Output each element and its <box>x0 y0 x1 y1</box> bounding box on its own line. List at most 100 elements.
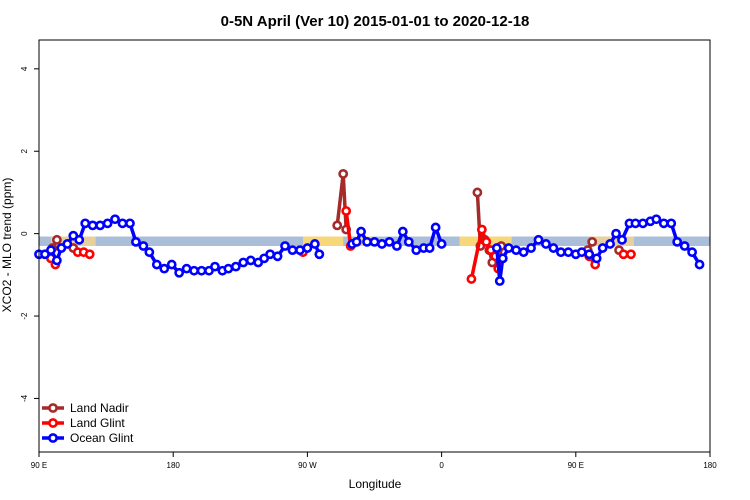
data-point <box>497 253 508 264</box>
data-point <box>584 249 595 260</box>
data-point <box>87 220 98 231</box>
data-point <box>245 255 256 266</box>
data-point <box>272 251 283 262</box>
legend-marker <box>48 403 58 413</box>
x-axis: 90 E 180 90 W 0 90 E 180 <box>31 452 717 470</box>
data-point <box>563 247 574 258</box>
data-point <box>302 243 313 253</box>
data-point <box>430 222 441 233</box>
data-point <box>611 228 621 239</box>
data-point <box>369 236 380 247</box>
data-point <box>159 263 170 274</box>
data-point <box>411 245 422 256</box>
data-point <box>230 261 241 272</box>
data-point <box>672 236 683 247</box>
data-point <box>46 245 56 256</box>
data-point <box>518 247 529 258</box>
data-point <box>110 214 120 225</box>
data-point <box>196 265 207 276</box>
x-axis-label: Longitude <box>349 477 402 491</box>
legend-label: Land Glint <box>70 416 125 430</box>
data-point <box>265 249 276 260</box>
y-axis: -4 -2 0 2 4 <box>20 66 39 402</box>
data-point <box>403 236 414 247</box>
data-point <box>138 241 149 251</box>
land-band <box>50 236 96 246</box>
data-point <box>658 218 669 229</box>
data-point <box>189 265 199 276</box>
data-point <box>223 263 234 274</box>
legend-marker <box>48 418 58 428</box>
data-point <box>397 226 408 237</box>
data-point <box>238 257 249 268</box>
y-axis-label: XCO2 - MLO trend (ppm) <box>0 178 14 313</box>
data-point <box>526 243 536 253</box>
data-point <box>597 243 608 253</box>
x-tick-label: 90 W <box>298 461 317 470</box>
data-point <box>295 245 305 256</box>
data-point <box>181 263 192 274</box>
data-point <box>466 274 477 284</box>
y-tick-label: 0 <box>20 231 29 236</box>
data-point <box>332 220 343 231</box>
data-point <box>125 218 135 229</box>
data-point <box>533 234 544 245</box>
data-point <box>630 218 641 229</box>
data-point <box>548 243 559 253</box>
data-point <box>62 239 73 249</box>
data-point <box>481 236 492 247</box>
legend-marker <box>48 433 58 443</box>
data-point <box>84 249 95 260</box>
data-point <box>618 249 629 260</box>
data-point <box>576 247 587 258</box>
data-point <box>351 236 362 247</box>
data-point <box>476 224 487 235</box>
data-point <box>341 206 352 216</box>
data-point <box>287 245 298 256</box>
legend-label: Land Nadir <box>70 401 129 415</box>
data-point <box>338 168 349 179</box>
data-point <box>51 234 62 245</box>
data-point <box>74 234 85 245</box>
data-point <box>472 187 483 198</box>
data-point <box>102 218 113 229</box>
data-point <box>280 241 290 251</box>
data-point <box>362 236 372 247</box>
y-tick-label: 4 <box>20 66 29 71</box>
data-point <box>555 247 566 258</box>
data-point <box>638 218 648 229</box>
series-ocean-glint <box>34 214 705 286</box>
chart-title: 0-5N April (Ver 10) 2015-01-01 to 2020-1… <box>221 13 530 30</box>
land-band <box>302 236 344 246</box>
data-point <box>587 236 598 247</box>
x-tick-label: 90 E <box>568 461 584 470</box>
data-point <box>210 261 220 272</box>
data-point <box>694 259 705 270</box>
data-point <box>491 243 502 253</box>
legend-item-ocean-glint: Ocean Glint <box>42 431 134 445</box>
data-point <box>314 249 325 260</box>
x-tick-label: 180 <box>167 461 181 470</box>
data-point <box>356 226 366 237</box>
x-tick-label: 90 E <box>31 461 47 470</box>
data-point <box>617 234 627 245</box>
data-point <box>80 218 91 229</box>
data-point <box>591 253 602 264</box>
data-point <box>511 245 522 256</box>
y-tick-label: -4 <box>20 394 29 402</box>
data-point <box>174 267 185 278</box>
data-point <box>384 236 395 247</box>
data-point <box>95 220 106 231</box>
data-point <box>651 214 662 225</box>
data-point <box>51 255 62 266</box>
x-tick-label: 180 <box>703 461 717 470</box>
data-point <box>144 247 155 258</box>
data-point <box>436 239 447 249</box>
x-tick-label: 0 <box>439 461 444 470</box>
data-point <box>117 218 128 229</box>
legend-item-land-nadir: Land Nadir <box>42 401 129 415</box>
legend-label: Ocean Glint <box>70 431 134 445</box>
series-land-nadir <box>47 168 624 268</box>
data-point <box>166 259 177 270</box>
